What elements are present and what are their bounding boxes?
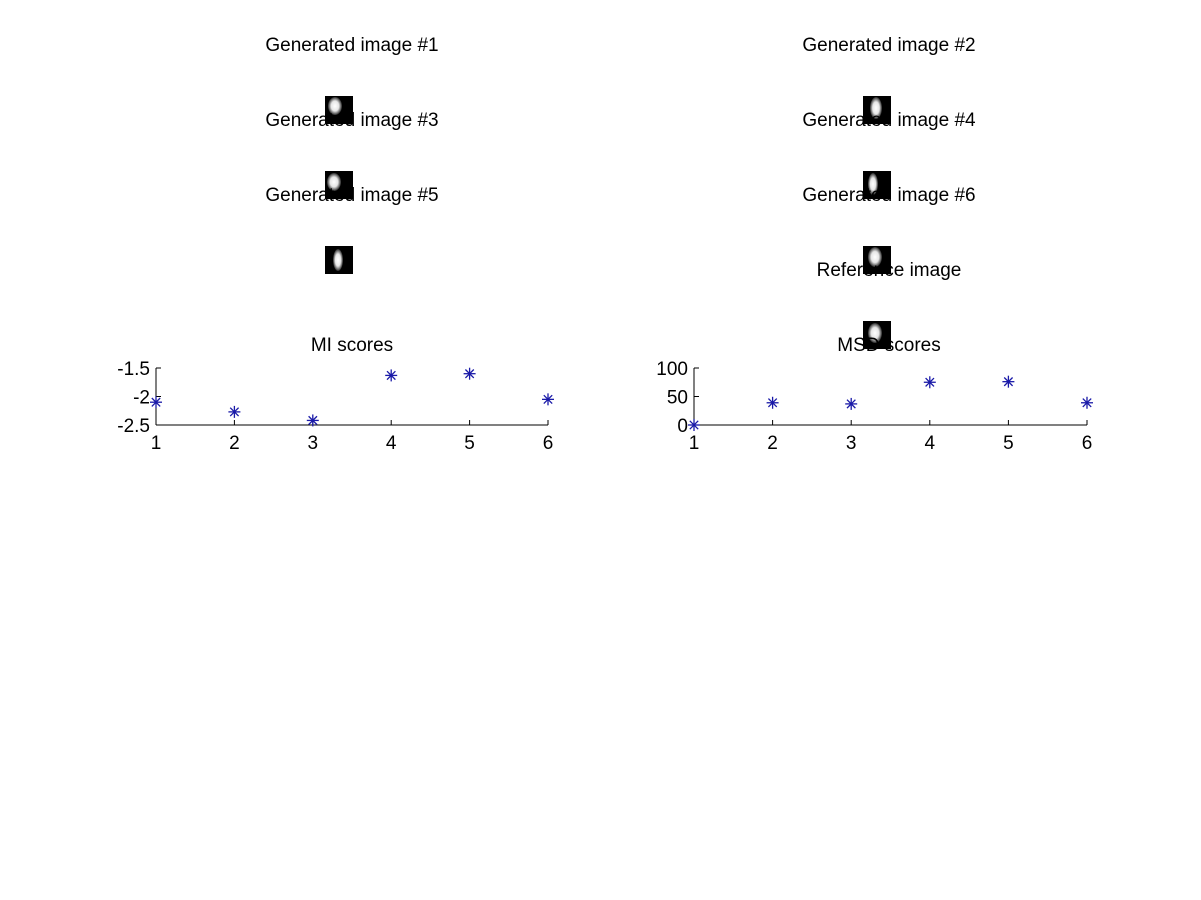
image-title-3: Generated image #3 bbox=[265, 110, 438, 131]
msd-data-point bbox=[1002, 375, 1015, 388]
msd-x-tick-label: 5 bbox=[1003, 433, 1014, 454]
mi-data-point bbox=[463, 367, 476, 380]
mi-data-point bbox=[150, 396, 162, 409]
image-panel-3 bbox=[325, 171, 353, 199]
msd-data-point bbox=[1081, 396, 1093, 409]
image-panel-5 bbox=[325, 246, 353, 274]
image-panel-6 bbox=[863, 246, 891, 274]
msd-data-point bbox=[845, 397, 858, 410]
mi-scores-chart: MI scores 1 2 3 4 5 6 -1.5 -2 -2.5 bbox=[117, 335, 554, 454]
msd-data-point bbox=[766, 396, 779, 409]
mi-y-tick-label: -2.5 bbox=[117, 416, 150, 437]
image-title-1: Generated image #1 bbox=[265, 35, 438, 56]
mi-data-point bbox=[306, 414, 319, 427]
mi-x-tick-label: 4 bbox=[386, 433, 397, 454]
msd-x-tick-label: 6 bbox=[1082, 433, 1093, 454]
image-title-reference: Reference image bbox=[817, 260, 962, 281]
image-title-5: Generated image #5 bbox=[265, 185, 438, 206]
image-title-6: Generated image #6 bbox=[802, 185, 975, 206]
msd-y-tick-label: 100 bbox=[656, 359, 688, 380]
mi-x-tick-label: 5 bbox=[464, 433, 475, 454]
image-panel-1 bbox=[325, 96, 353, 124]
image-title-4: Generated image #4 bbox=[802, 110, 976, 131]
msd-y-tick-label: 0 bbox=[677, 416, 688, 437]
image-panel-2 bbox=[863, 96, 891, 124]
msd-x-tick-label: 3 bbox=[846, 433, 857, 454]
msd-x-tick-label: 2 bbox=[767, 433, 778, 454]
msd-y-tick-label: 50 bbox=[667, 388, 688, 409]
msd-x-tick-label: 4 bbox=[925, 433, 936, 454]
mi-x-tick-label: 1 bbox=[151, 433, 162, 454]
mi-y-tick-label: -2 bbox=[133, 388, 150, 409]
mi-data-point bbox=[385, 369, 398, 382]
image-panel-reference bbox=[863, 321, 891, 349]
msd-x-tick-label: 1 bbox=[689, 433, 700, 454]
mi-y-tick-label: -1.5 bbox=[117, 359, 150, 380]
msd-chart-title: MSD scores bbox=[837, 335, 940, 356]
mi-x-tick-label: 6 bbox=[543, 433, 554, 454]
msd-scores-chart: MSD scores 1 2 3 4 5 6 100 50 0 bbox=[656, 335, 1093, 454]
mi-data-point bbox=[228, 405, 241, 418]
image-title-2: Generated image #2 bbox=[802, 35, 975, 56]
msd-data-point bbox=[923, 376, 936, 389]
mi-x-tick-label: 3 bbox=[308, 433, 319, 454]
mi-data-point bbox=[542, 393, 554, 406]
image-panel-4 bbox=[863, 171, 891, 199]
mi-chart-title: MI scores bbox=[311, 335, 393, 356]
mi-x-tick-label: 2 bbox=[229, 433, 240, 454]
msd-data-point bbox=[688, 419, 700, 431]
